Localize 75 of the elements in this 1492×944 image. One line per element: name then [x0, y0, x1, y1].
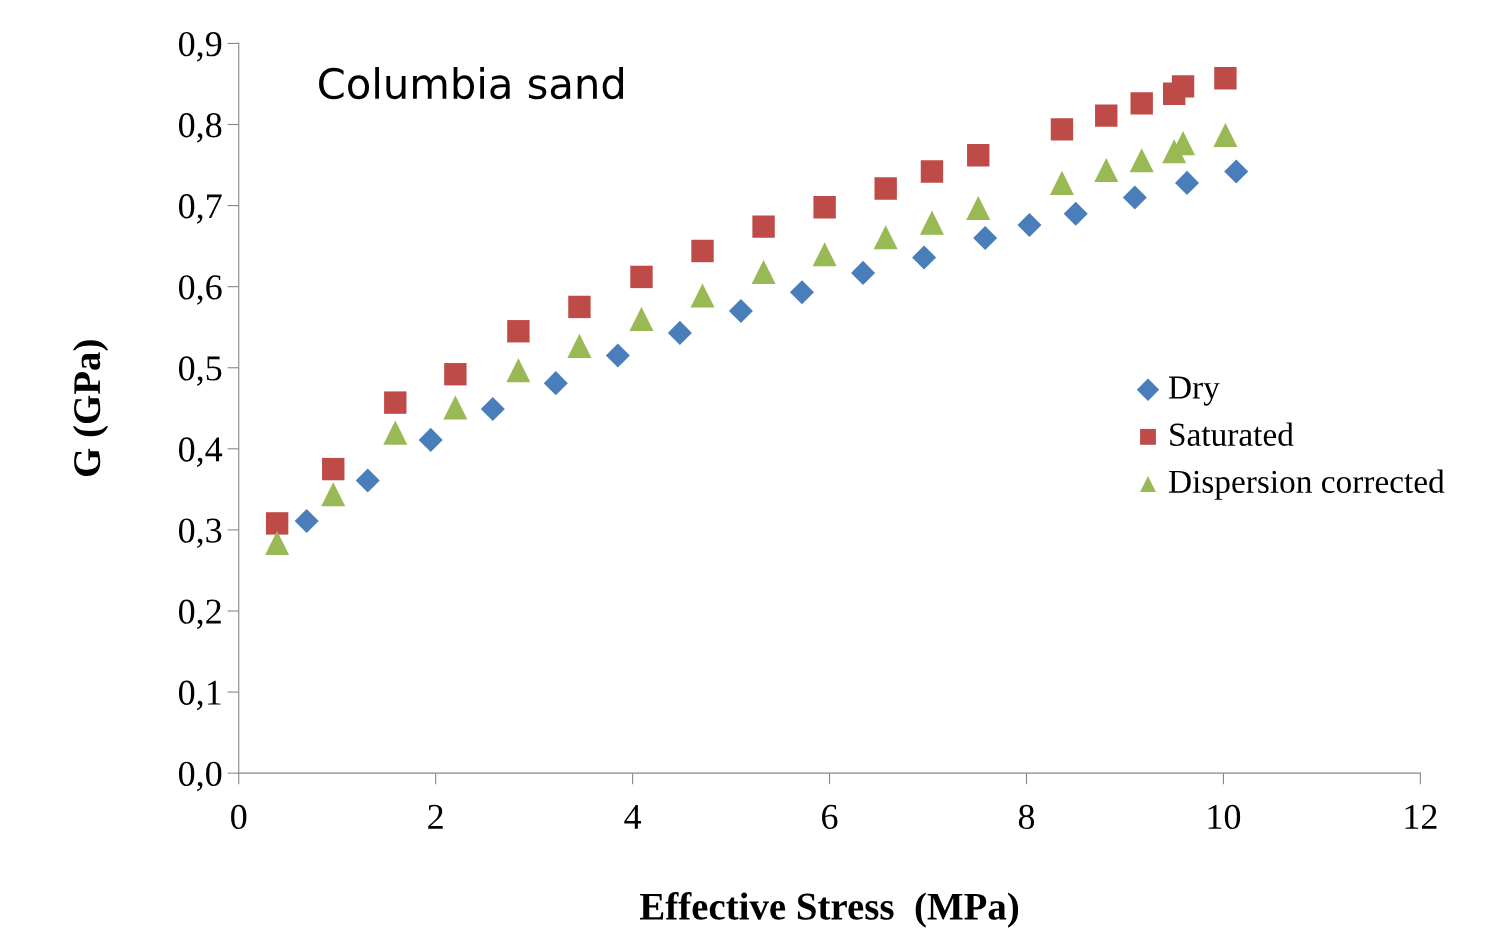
point [1017, 213, 1042, 238]
y-tick-label: 0,4 [178, 437, 223, 467]
point [605, 343, 630, 368]
point [919, 210, 944, 235]
point [690, 283, 715, 308]
x-tick-label: 12 [1405, 804, 1437, 829]
point [629, 307, 654, 332]
point [873, 225, 898, 250]
point [383, 420, 408, 445]
point [507, 320, 530, 343]
point [1213, 123, 1238, 148]
point [294, 508, 319, 534]
point [265, 512, 289, 535]
x-tick-label: 4 [624, 804, 642, 829]
point [667, 320, 692, 345]
point [966, 195, 991, 221]
point [851, 260, 876, 285]
legend-label: Saturated [1170, 422, 1294, 446]
x-tick-label: 10 [1208, 804, 1241, 830]
point [973, 225, 998, 251]
point [1130, 92, 1153, 115]
point [543, 371, 568, 396]
point [1063, 201, 1088, 226]
point [1171, 75, 1195, 98]
point [789, 280, 815, 305]
point [384, 391, 407, 414]
x-tick-label: 8 [1018, 804, 1035, 830]
x-tick-label: 0 [231, 804, 247, 830]
point [751, 260, 776, 285]
y-tick-label: 0,5 [178, 356, 222, 386]
point [1050, 118, 1074, 141]
point [418, 427, 443, 452]
point [1214, 67, 1237, 90]
y-tick-label: 0,6 [178, 275, 222, 305]
x-tick-label: 6 [822, 804, 838, 830]
point [1224, 159, 1249, 184]
y-tick-label: 0,0 [178, 761, 222, 792]
y-axis-title: G (GPa) [72, 340, 109, 477]
point [567, 333, 592, 358]
point [506, 358, 531, 383]
point [444, 363, 467, 386]
point [355, 468, 380, 493]
x-tick-label: 2 [428, 804, 443, 829]
point [480, 397, 505, 422]
point [813, 196, 836, 219]
point [443, 395, 468, 420]
y-tick-label: 0,8 [178, 113, 222, 143]
point [691, 239, 714, 263]
point [967, 144, 990, 167]
y-tick-label: 0,1 [178, 680, 221, 711]
y-tick-label: 0,9 [178, 31, 222, 62]
y-tick-label: 0,2 [178, 599, 221, 630]
annotation: Columbia sand [319, 67, 623, 100]
point [912, 245, 937, 270]
point [728, 298, 753, 324]
x-axis-title: Effective Stress (MPa) [639, 892, 1019, 928]
point [874, 177, 897, 200]
point [630, 265, 653, 289]
point [1129, 148, 1154, 173]
point [568, 295, 591, 319]
point [322, 457, 345, 481]
point [1094, 157, 1119, 182]
point [1095, 104, 1118, 127]
point [1174, 170, 1200, 195]
point [1122, 185, 1147, 210]
point [752, 215, 775, 238]
point [321, 482, 346, 507]
y-tick-label: 0,3 [178, 518, 222, 548]
y-tick-label: 0,7 [178, 194, 222, 224]
point [920, 160, 944, 183]
legend-label: Dispersion corrected [1168, 469, 1445, 500]
point [265, 530, 290, 555]
point [1049, 170, 1074, 195]
point [812, 242, 837, 267]
legend-label: Dry [1168, 376, 1220, 406]
